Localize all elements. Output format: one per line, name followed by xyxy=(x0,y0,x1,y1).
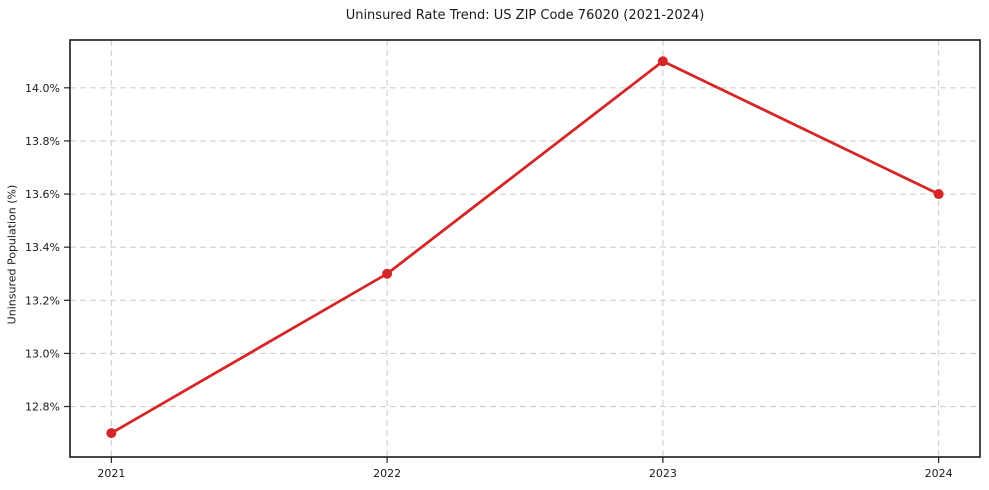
data-point xyxy=(382,268,393,279)
x-tick-label: 2024 xyxy=(925,467,953,480)
y-tick-label: 13.8% xyxy=(25,135,60,148)
x-tick-label: 2021 xyxy=(97,467,125,480)
y-tick-label: 14.0% xyxy=(25,82,60,95)
y-tick-label: 13.0% xyxy=(25,347,60,360)
x-tick-label: 2022 xyxy=(373,467,401,480)
y-tick-label: 13.4% xyxy=(25,241,60,254)
y-tick-label: 12.8% xyxy=(25,401,60,414)
x-tick-label: 2023 xyxy=(649,467,677,480)
y-tick-label: 13.6% xyxy=(25,188,60,201)
trend-line xyxy=(109,59,941,435)
data-point xyxy=(933,189,944,200)
axes-frame xyxy=(69,39,981,458)
data-point xyxy=(657,56,668,67)
y-tick-label: 13.2% xyxy=(25,294,60,307)
data-point xyxy=(106,428,117,439)
chart-title: Uninsured Rate Trend: US ZIP Code 76020 … xyxy=(345,8,705,23)
